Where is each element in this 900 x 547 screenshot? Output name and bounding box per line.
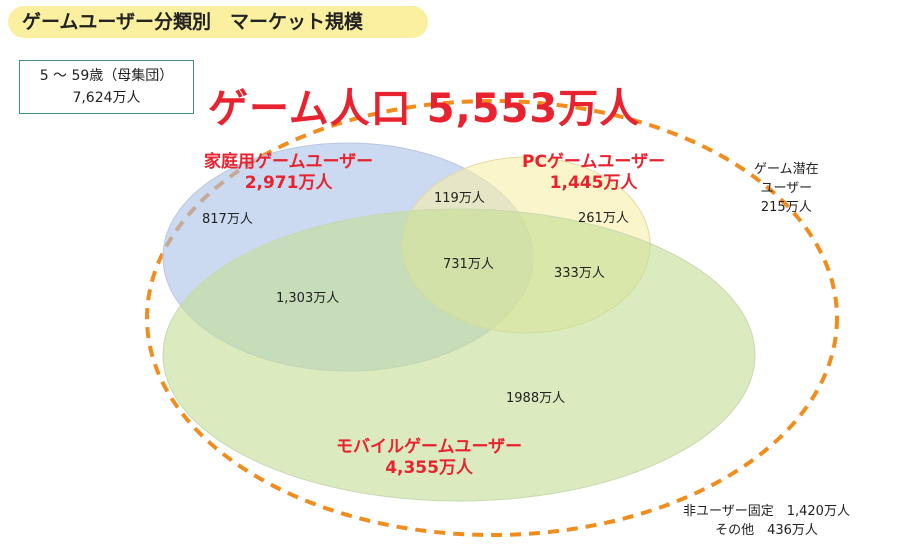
diagram-title: ゲームユーザー分類別 マーケット規模 [8, 6, 428, 38]
potential-users-label: ゲーム潜在 ユーザー 215万人 [754, 160, 819, 217]
region-home-only: 817万人 [202, 212, 253, 227]
potential-line1: ゲーム潜在 [754, 162, 819, 177]
potential-line2: ユーザー [760, 181, 813, 196]
pc-group-label: PCゲームユーザー 1,445万人 [522, 152, 665, 194]
potential-value: 215万人 [760, 200, 812, 215]
population-value: 7,624万人 [72, 90, 141, 106]
mobile-group-label: モバイルゲームユーザー 4,355万人 [336, 437, 522, 479]
region-home-pc: 119万人 [434, 191, 485, 206]
non-users-line1: 非ユーザー固定 1,420万人 [683, 504, 850, 519]
region-home-mobile: 1,303万人 [276, 291, 340, 306]
home-group-label: 家庭用ゲームユーザー 2,971万人 [204, 152, 373, 194]
home-group-name: 家庭用ゲームユーザー [204, 152, 374, 172]
pc-group-name: PCゲームユーザー [522, 152, 666, 172]
non-users-label: 非ユーザー固定 1,420万人 その他 436万人 [683, 502, 850, 540]
population-box: 5 ～ 59歳（母集団） 7,624万人 [19, 60, 194, 114]
pc-group-total: 1,445万人 [549, 173, 638, 193]
game-population-boundary [145, 99, 839, 537]
mobile-group-total: 4,355万人 [385, 458, 473, 478]
home-group-total: 2,971万人 [244, 173, 333, 193]
region-pc-mobile: 333万人 [554, 266, 605, 281]
population-label: 5 ～ 59歳（母集団） [39, 68, 174, 84]
region-mobile-only: 1988万人 [506, 391, 566, 406]
mobile-ellipse [162, 208, 756, 502]
game-population-title: ゲーム人口 5,553万人 [208, 86, 641, 132]
mobile-group-name: モバイルゲームユーザー [336, 437, 523, 457]
region-all-three: 731万人 [443, 257, 494, 272]
region-pc-only: 261万人 [578, 211, 629, 226]
non-users-line2: その他 436万人 [715, 523, 818, 538]
